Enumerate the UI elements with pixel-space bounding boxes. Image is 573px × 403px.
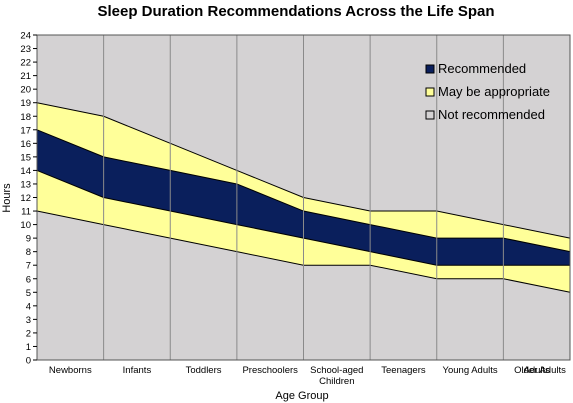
area-recommended [37,129,570,266]
legend: Recommended May be appropriate Not recomme… [425,61,550,122]
x-axis: Newborns Infants Toddlers Preschoolers Schoo… [49,365,566,387]
y-tick-label: 1 [26,342,31,353]
legend-label: Not recommended [438,107,545,122]
x-tick-label: Children [319,376,354,387]
y-tick-label: 12 [20,193,31,204]
y-tick-label: 2 [26,328,31,339]
y-tick-label: 6 [26,274,31,285]
x-tick-label: Newborns [49,365,92,376]
area-may-be-appropriate-lower [37,170,570,293]
y-tick-label: 24 [20,31,31,42]
y-tick-label: 0 [26,356,31,367]
legend-label: Recommended [438,61,526,76]
y-tick-label: 20 [20,85,31,96]
y-tick-label: 9 [26,234,31,245]
x-tick-label: Preschoolers [242,365,298,376]
y-tick-label: 17 [20,125,31,136]
x-tick-label: Toddlers [186,365,222,376]
y-tick-label: 19 [20,98,31,109]
y-tick-label: 3 [26,315,31,326]
y-tick-label: 7 [26,261,31,272]
y-tick-label: 15 [20,152,31,163]
x-tick-label: Adults [523,365,550,376]
legend-swatch [425,87,435,97]
y-tick-label: 4 [26,301,31,312]
x-tick-label: Infants [123,365,152,376]
chart-title: Sleep Duration Recommendations Across th… [97,3,494,20]
y-tick-label: 5 [26,288,31,299]
x-tick-label: Teenagers [381,365,426,376]
y-tick-label: 23 [20,44,31,55]
y-tick-label: 22 [20,58,31,69]
plot-area [36,34,571,361]
y-tick-label: 16 [20,139,31,150]
y-tick-label: 21 [20,71,31,82]
y-tick-label: 13 [20,179,31,190]
x-tick-label: Older Adults [514,365,566,376]
y-tick-label: 14 [20,166,31,177]
y-tick-label: 11 [21,207,31,218]
x-tick-label: Young Adults [443,365,498,376]
y-tick-label: 8 [26,247,31,258]
legend-swatch [425,64,435,74]
legend-swatch [425,110,435,120]
y-axis-label: Hours [1,183,13,213]
legend-label: May be appropriate [438,84,550,99]
x-axis-label: Age Group [275,390,328,402]
x-tick-label: School-aged [310,365,363,376]
y-tick-label: 10 [20,220,31,231]
y-tick-label: 18 [20,112,31,123]
